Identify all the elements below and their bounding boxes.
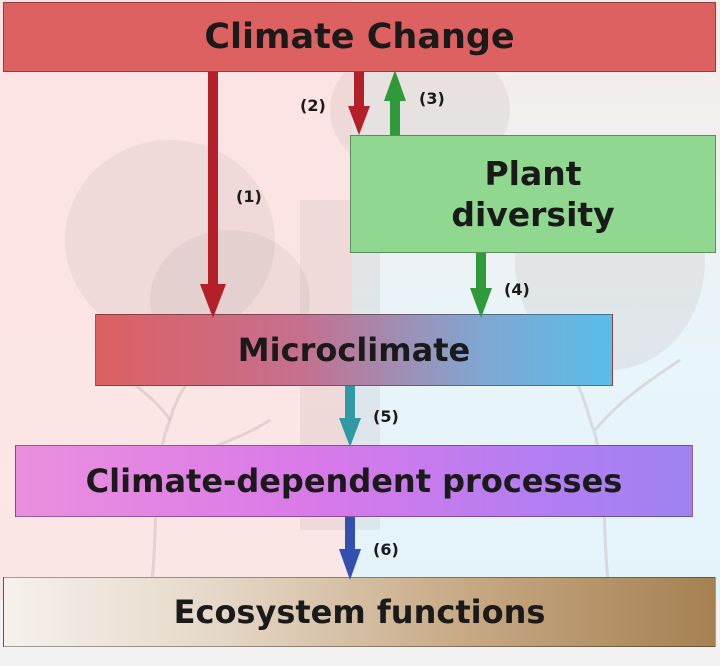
arrow-2-label: (2) [300,96,326,115]
climate-change-box: Climate Change [3,2,716,72]
ecosystem-functions-box: Ecosystem functions [3,577,716,647]
arrow-1-label: (1) [236,187,262,206]
plant-diversity-label-line2: diversity [451,195,615,234]
microclimate-label: Microclimate [237,331,471,369]
climate-change-label: Climate Change [204,17,515,57]
processes-label: Climate-dependent processes [85,462,623,500]
plant-diversity-label-line1: Plant [484,153,582,193]
arrow-3-label: (3) [419,89,445,108]
ecosystem-label: Ecosystem functions [173,593,546,631]
plant-diversity-box: Plant diversity [350,135,716,253]
arrow-6-label: (6) [373,540,399,559]
microclimate-box: Microclimate [95,314,613,386]
climate-dependent-processes-box: Climate-dependent processes [15,445,693,517]
arrow-4-label: (4) [504,280,530,299]
arrow-5-label: (5) [373,407,399,426]
